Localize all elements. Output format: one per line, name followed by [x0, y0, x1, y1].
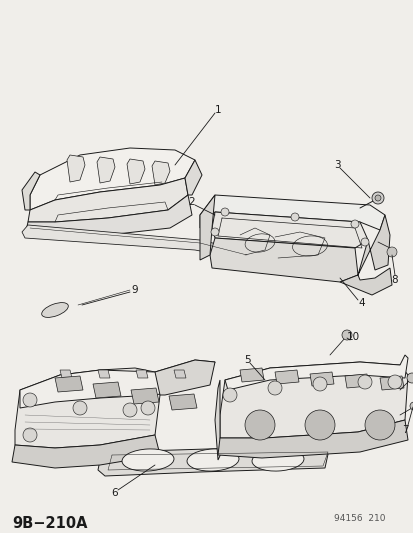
- Circle shape: [244, 410, 274, 440]
- Circle shape: [406, 373, 413, 383]
- Circle shape: [73, 401, 87, 415]
- Text: 1: 1: [214, 105, 221, 115]
- Polygon shape: [199, 195, 214, 260]
- Polygon shape: [55, 376, 83, 392]
- Ellipse shape: [187, 449, 238, 471]
- Polygon shape: [274, 370, 298, 384]
- Polygon shape: [12, 435, 159, 468]
- Circle shape: [290, 213, 298, 221]
- Circle shape: [409, 402, 413, 410]
- Text: 6: 6: [112, 488, 118, 498]
- Polygon shape: [60, 370, 72, 378]
- Circle shape: [23, 393, 37, 407]
- Circle shape: [386, 247, 396, 257]
- Text: 2: 2: [188, 197, 195, 207]
- Polygon shape: [199, 195, 384, 230]
- Polygon shape: [219, 362, 407, 438]
- Circle shape: [364, 410, 394, 440]
- Polygon shape: [22, 225, 249, 260]
- Polygon shape: [169, 394, 197, 410]
- Polygon shape: [224, 355, 407, 390]
- Polygon shape: [136, 370, 147, 378]
- Circle shape: [341, 330, 351, 340]
- Polygon shape: [185, 160, 202, 195]
- Polygon shape: [67, 155, 85, 182]
- Circle shape: [223, 388, 236, 402]
- Text: 10: 10: [346, 332, 359, 342]
- Ellipse shape: [42, 303, 68, 317]
- Text: 4: 4: [358, 298, 364, 308]
- Text: 8: 8: [391, 275, 397, 285]
- Polygon shape: [98, 370, 110, 378]
- Circle shape: [267, 381, 281, 395]
- Text: 9: 9: [131, 285, 138, 295]
- Text: 3: 3: [333, 160, 339, 170]
- Polygon shape: [127, 159, 145, 184]
- Circle shape: [387, 375, 401, 389]
- Polygon shape: [218, 420, 407, 458]
- Polygon shape: [15, 368, 159, 448]
- Circle shape: [312, 377, 326, 391]
- Polygon shape: [214, 380, 224, 460]
- Circle shape: [371, 192, 383, 204]
- Polygon shape: [152, 161, 170, 185]
- Polygon shape: [131, 388, 159, 404]
- Polygon shape: [97, 157, 115, 183]
- Polygon shape: [309, 372, 333, 386]
- Circle shape: [350, 220, 358, 228]
- Polygon shape: [28, 178, 188, 222]
- Polygon shape: [22, 172, 40, 210]
- Polygon shape: [379, 376, 403, 390]
- Text: 7: 7: [401, 425, 407, 435]
- Circle shape: [23, 428, 37, 442]
- Polygon shape: [20, 360, 214, 408]
- Polygon shape: [211, 212, 367, 248]
- Polygon shape: [339, 215, 391, 295]
- Circle shape: [221, 208, 228, 216]
- Circle shape: [374, 195, 380, 201]
- Polygon shape: [344, 374, 368, 388]
- Polygon shape: [173, 370, 185, 378]
- Polygon shape: [154, 360, 214, 395]
- Polygon shape: [93, 382, 121, 398]
- Circle shape: [123, 403, 137, 417]
- Polygon shape: [25, 195, 192, 238]
- Text: 94156  210: 94156 210: [333, 514, 384, 523]
- Polygon shape: [30, 148, 195, 210]
- Circle shape: [360, 238, 368, 246]
- Circle shape: [357, 375, 371, 389]
- Polygon shape: [209, 238, 357, 282]
- Polygon shape: [240, 368, 263, 382]
- Ellipse shape: [122, 449, 173, 471]
- Text: 5: 5: [244, 355, 251, 365]
- Text: 9B−210A: 9B−210A: [12, 516, 88, 531]
- Circle shape: [141, 401, 154, 415]
- Circle shape: [211, 228, 218, 236]
- Ellipse shape: [252, 449, 303, 471]
- Circle shape: [304, 410, 334, 440]
- Polygon shape: [98, 445, 329, 476]
